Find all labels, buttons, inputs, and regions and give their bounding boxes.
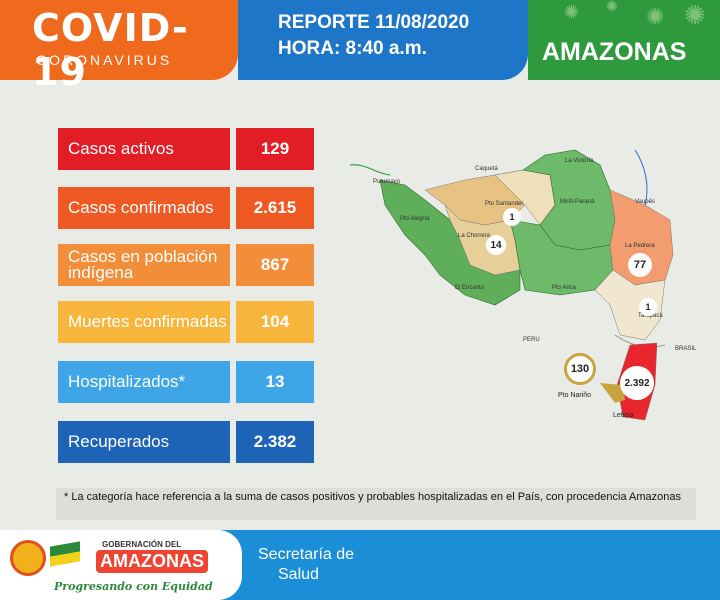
virus-icon: ✺ <box>564 2 580 22</box>
stat-label: Recuperados <box>58 421 230 463</box>
footer-salud: Salud <box>278 566 319 583</box>
footer-amazonas: AMAZONAS <box>96 550 208 573</box>
count-bubble: 1 <box>639 298 657 316</box>
page-title: COVID-19 <box>32 6 189 94</box>
map-label: Vaupés <box>635 199 655 205</box>
footer-secretaria: Secretaría de <box>258 546 355 563</box>
stat-hospitalized: Hospitalizados* 13 <box>58 361 314 403</box>
region-name: AMAZONAS <box>542 38 687 66</box>
stat-confirmed: Casos confirmados 2.615 <box>58 187 314 229</box>
region-tarapaca <box>594 269 666 341</box>
flag-icon <box>50 541 80 567</box>
report-panel: REPORTE 11/08/2020 HORA: 8:40 a.m. <box>238 0 528 80</box>
stat-indigenous: Casos en población indígena 867 <box>58 244 314 286</box>
stat-value: 129 <box>236 128 314 170</box>
map-label: Tarapacá <box>638 313 663 319</box>
stat-label: Casos confirmados <box>58 187 230 229</box>
region-panel: ✺ ✺ ✺ ✺ AMAZONAS <box>528 0 720 80</box>
page-subtitle: CORONAVIRUS <box>36 52 173 68</box>
count-bubble: 130 <box>564 353 596 385</box>
map-label: Leticia <box>613 412 633 419</box>
map-label: La Pedrera <box>625 243 655 249</box>
stat-label: Casos en población indígena <box>58 244 230 286</box>
region-west <box>379 179 521 306</box>
map-label: La Chorrera <box>458 233 491 239</box>
map-label: La Victoria <box>565 158 594 164</box>
map-label: Mirití-Paraná <box>560 199 595 205</box>
stat-label: Hospitalizados* <box>58 361 230 403</box>
map-label: PERU <box>523 337 540 343</box>
stat-value: 2.615 <box>236 187 314 229</box>
stat-value: 2.382 <box>236 421 314 463</box>
header: COVID-19 CORONAVIRUS REPORTE 11/08/2020 … <box>0 0 720 94</box>
stat-value: 867 <box>236 244 314 286</box>
title-panel: COVID-19 CORONAVIRUS <box>0 0 238 94</box>
virus-icon: ✺ <box>606 0 618 14</box>
map-label: Pto Santander <box>485 201 523 207</box>
virus-icon: ✺ <box>684 0 706 30</box>
map-label: Putumayo <box>373 179 401 185</box>
footer-gob: GOBERNACIÓN DEL <box>102 540 182 549</box>
map-label: Pto Arica <box>552 285 577 291</box>
stat-label: Casos activos <box>58 128 230 170</box>
footnote: * La categoría hace referencia a la suma… <box>56 488 696 520</box>
stat-deaths: Muertes confirmadas 104 <box>58 301 314 343</box>
report-date: REPORTE 11/08/2020 <box>278 12 470 33</box>
count-bubble: 14 <box>486 235 506 255</box>
stat-label: Muertes confirmadas <box>58 301 230 343</box>
map-label: Pto Alegría <box>400 216 430 222</box>
count-bubble: 77 <box>628 253 652 277</box>
footer-logo-area: GOBERNACIÓN DEL AMAZONAS Progresando con… <box>0 530 242 600</box>
footer-slogan: Progresando con Equidad <box>54 580 213 593</box>
count-bubble: 1 <box>503 208 521 226</box>
footer: GOBERNACIÓN DEL AMAZONAS Progresando con… <box>0 530 720 600</box>
map-label: BRASIL <box>675 346 697 352</box>
amazonas-map: Caquetá Putumayo La Victoria Pto Santand… <box>345 145 705 435</box>
virus-icon: ✺ <box>646 4 665 29</box>
map-label: El Encanto <box>455 285 485 291</box>
stat-active: Casos activos 129 <box>58 128 314 170</box>
stat-value: 104 <box>236 301 314 343</box>
stat-recovered: Recuperados 2.382 <box>58 421 314 463</box>
stat-value: 13 <box>236 361 314 403</box>
region-narino <box>600 383 625 403</box>
map-label: Pto Nariño <box>558 392 591 399</box>
count-bubble: 2.392 <box>620 366 654 400</box>
map-label: Caquetá <box>475 166 498 172</box>
report-time: HORA: 8:40 a.m. <box>278 38 427 59</box>
seal-icon <box>10 540 46 576</box>
